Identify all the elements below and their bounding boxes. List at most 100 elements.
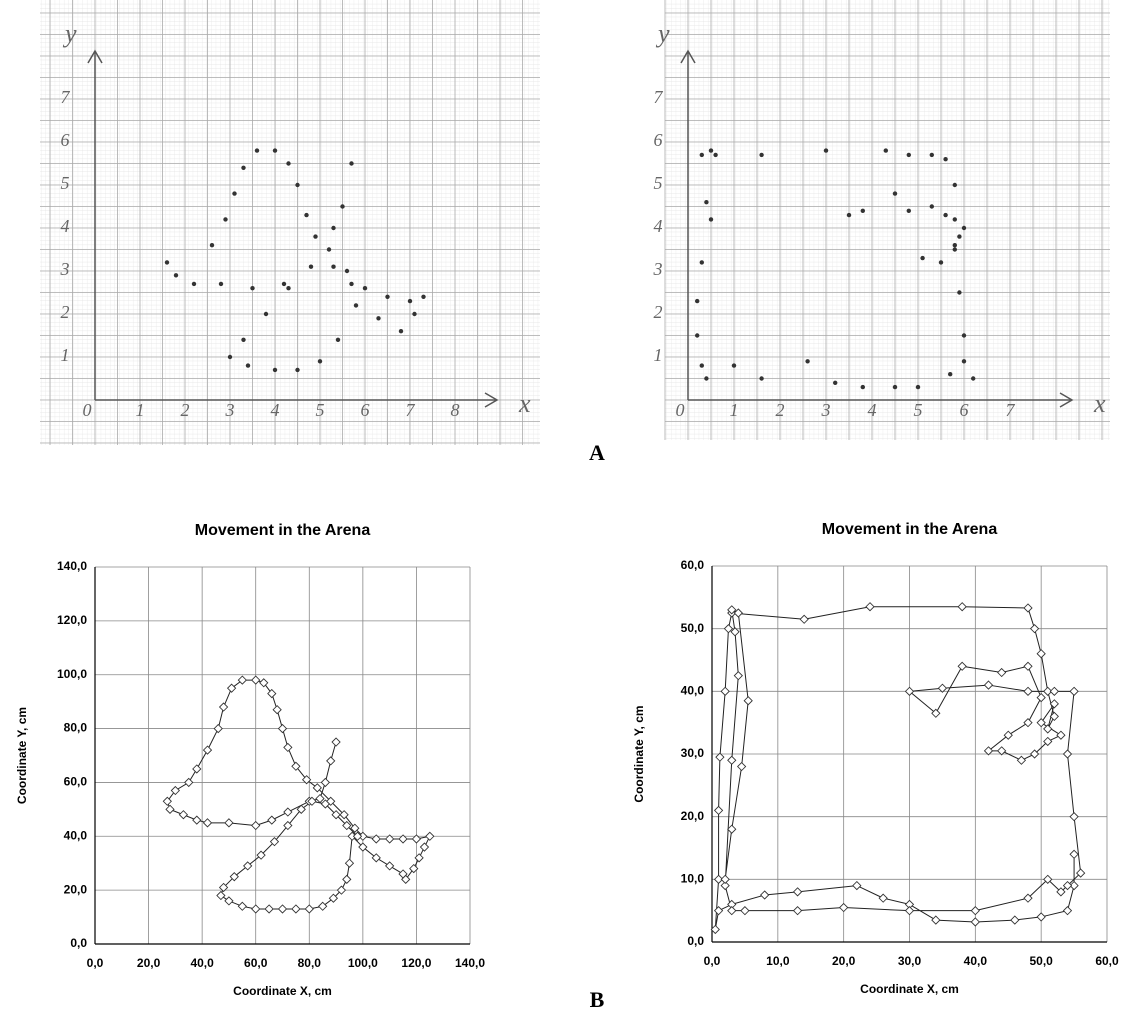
marker <box>305 905 313 913</box>
marker <box>800 615 808 623</box>
dot <box>327 247 331 251</box>
marker <box>721 875 729 883</box>
x-tick-label: 10,0 <box>766 954 790 968</box>
marker <box>420 843 428 851</box>
y-tick-label: 7 <box>61 87 71 107</box>
y-tick-label: 100,0 <box>57 667 87 681</box>
dot <box>700 153 704 157</box>
y-tick-label: 50,0 <box>681 621 705 635</box>
marker <box>225 897 233 905</box>
marker <box>794 888 802 896</box>
marker <box>332 738 340 746</box>
x-tick-label: 60,0 <box>1095 954 1119 968</box>
marker <box>268 690 276 698</box>
marker <box>214 725 222 733</box>
dot <box>232 191 236 195</box>
y-tick-label: 30,0 <box>681 746 705 760</box>
dot <box>412 312 416 316</box>
dot <box>340 204 344 208</box>
y-tick-label: 60,0 <box>681 558 705 572</box>
marker <box>260 679 268 687</box>
dot <box>376 316 380 320</box>
marker <box>426 832 434 840</box>
marker <box>284 743 292 751</box>
dot <box>273 148 277 152</box>
dot <box>893 385 897 389</box>
dot <box>385 295 389 299</box>
dot <box>345 269 349 273</box>
marker <box>252 676 260 684</box>
marker <box>958 662 966 670</box>
marker <box>840 904 848 912</box>
x-tick-label: 0 <box>83 400 92 420</box>
marker <box>1037 913 1045 921</box>
y-tick-label: 40,0 <box>64 828 88 842</box>
marker <box>1017 756 1025 764</box>
x-tick-label: 40,0 <box>964 954 988 968</box>
dot <box>704 376 708 380</box>
dot <box>210 243 214 247</box>
dot <box>273 368 277 372</box>
dot <box>861 209 865 213</box>
x-tick-label: 1 <box>730 400 739 420</box>
dot <box>313 234 317 238</box>
y-tick-label: 60,0 <box>64 775 88 789</box>
marker <box>345 859 353 867</box>
dot <box>255 148 259 152</box>
dot <box>939 260 943 264</box>
marker <box>715 907 723 915</box>
dot <box>295 368 299 372</box>
marker <box>1064 907 1072 915</box>
x-tick-label: 50,0 <box>1029 954 1053 968</box>
marker <box>179 811 187 819</box>
dot <box>349 282 353 286</box>
dot <box>962 359 966 363</box>
y-tick-label: 4 <box>654 216 663 236</box>
marker <box>1070 813 1078 821</box>
marker <box>906 907 914 915</box>
x-tick-label: 8 <box>451 400 460 420</box>
dot <box>759 376 763 380</box>
marker <box>1011 916 1019 924</box>
dot <box>943 157 947 161</box>
dot <box>336 338 340 342</box>
y-tick-label: 0,0 <box>70 936 87 950</box>
y-tick-label: 140,0 <box>57 559 87 573</box>
trajectory <box>715 607 1080 930</box>
marker <box>343 875 351 883</box>
marker <box>185 778 193 786</box>
y-tick-label: 80,0 <box>64 721 88 735</box>
dot <box>893 191 897 195</box>
dot <box>264 312 268 316</box>
marker <box>1037 719 1045 727</box>
marker <box>866 603 874 611</box>
marker <box>998 669 1006 677</box>
dot <box>700 363 704 367</box>
dot <box>399 329 403 333</box>
marker <box>171 787 179 795</box>
dot <box>953 247 957 251</box>
dot <box>228 355 232 359</box>
dot <box>920 256 924 260</box>
marker <box>166 805 174 813</box>
y-tick-label: 10,0 <box>681 872 705 886</box>
marker <box>744 697 752 705</box>
dot <box>930 153 934 157</box>
dot <box>165 260 169 264</box>
marker <box>252 905 260 913</box>
marker <box>1024 719 1032 727</box>
marker <box>1070 850 1078 858</box>
x-tick-label: 140,0 <box>455 956 485 970</box>
marker <box>728 907 736 915</box>
panel-label: B <box>590 987 605 1012</box>
y-axis-label: y <box>655 19 670 48</box>
marker <box>761 891 769 899</box>
x-tick-label: 0,0 <box>704 954 721 968</box>
marker <box>321 778 329 786</box>
x-tick-label: 0 <box>676 400 685 420</box>
marker <box>238 676 246 684</box>
dot <box>421 295 425 299</box>
y-tick-label: 2 <box>61 302 70 322</box>
marker <box>284 808 292 816</box>
dot <box>962 333 966 337</box>
